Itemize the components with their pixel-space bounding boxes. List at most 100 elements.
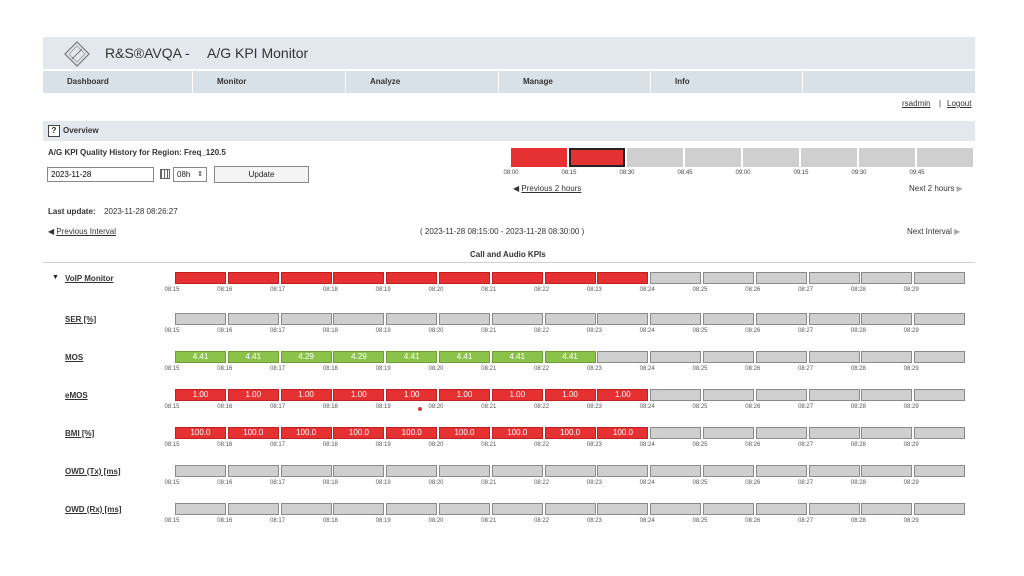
history-segment[interactable]	[859, 148, 915, 167]
kpi-bar[interactable]	[914, 351, 966, 363]
kpi-bar[interactable]	[808, 465, 860, 477]
kpi-bar[interactable]	[544, 272, 596, 284]
previous-interval-link[interactable]: ◀ Previous Interval	[48, 227, 116, 236]
kpi-bar[interactable]	[333, 465, 385, 477]
kpi-bar[interactable]	[227, 465, 279, 477]
kpi-bar[interactable]	[808, 351, 860, 363]
previous-2-hours-link[interactable]: ◀ Previous 2 hours	[513, 184, 581, 193]
kpi-bar[interactable]	[597, 351, 649, 363]
kpi-bar[interactable]	[703, 272, 754, 284]
nav-info[interactable]: Info	[651, 71, 803, 93]
kpi-bar[interactable]	[386, 465, 438, 477]
help-icon[interactable]: ?	[48, 125, 60, 137]
kpi-bar[interactable]	[333, 313, 385, 325]
kpi-bar[interactable]	[861, 465, 913, 477]
kpi-label-voip-monitor[interactable]: VoIP Monitor	[65, 274, 114, 283]
kpi-bar[interactable]	[861, 503, 913, 515]
kpi-bar[interactable]	[439, 313, 490, 325]
kpi-bar[interactable]	[175, 465, 226, 477]
history-segment[interactable]	[685, 148, 741, 167]
kpi-label-ser[interactable]: SER [%]	[65, 315, 97, 324]
kpi-bar[interactable]	[597, 465, 649, 477]
history-segment[interactable]	[801, 148, 857, 167]
kpi-bar[interactable]	[861, 313, 913, 325]
kpi-bar[interactable]	[544, 503, 596, 515]
kpi-bar[interactable]	[386, 272, 438, 284]
kpi-bar[interactable]	[914, 503, 966, 515]
kpi-label-owd-tx[interactable]: OWD (Tx) [ms]	[65, 467, 121, 476]
kpi-bar[interactable]	[597, 272, 649, 284]
kpi-bar[interactable]	[703, 427, 754, 439]
kpi-bar[interactable]	[808, 313, 860, 325]
kpi-bar[interactable]	[439, 503, 490, 515]
kpi-bar[interactable]: 1.00	[544, 389, 596, 401]
kpi-bar[interactable]	[808, 389, 860, 401]
kpi-bar[interactable]	[703, 351, 754, 363]
kpi-bar[interactable]	[280, 465, 332, 477]
kpi-bar[interactable]: 4.41	[175, 351, 226, 363]
kpi-bar[interactable]	[755, 427, 807, 439]
kpi-bar[interactable]	[861, 389, 913, 401]
kpi-bar[interactable]	[491, 313, 543, 325]
nav-manage[interactable]: Manage	[499, 71, 651, 93]
kpi-bar[interactable]	[491, 465, 543, 477]
kpi-bar[interactable]	[280, 503, 332, 515]
kpi-bar[interactable]: 1.00	[175, 389, 226, 401]
kpi-bar[interactable]	[703, 313, 754, 325]
kpi-bar[interactable]	[650, 427, 702, 439]
kpi-bar[interactable]: 4.41	[386, 351, 438, 363]
kpi-bar[interactable]	[914, 389, 966, 401]
kpi-bar[interactable]: 100.0	[491, 427, 543, 439]
kpi-bar[interactable]: 100.0	[544, 427, 596, 439]
kpi-bar[interactable]	[650, 351, 702, 363]
history-segment[interactable]	[569, 148, 625, 167]
kpi-bar[interactable]: 100.0	[386, 427, 438, 439]
kpi-bar[interactable]: 100.0	[280, 427, 332, 439]
kpi-bar[interactable]: 4.41	[227, 351, 279, 363]
kpi-bar[interactable]: 1.00	[227, 389, 279, 401]
nav-monitor[interactable]: Monitor	[193, 71, 346, 93]
user-link[interactable]: rsadmin	[902, 99, 931, 108]
kpi-bar[interactable]	[914, 427, 966, 439]
logout-link[interactable]: Logout	[947, 99, 972, 108]
kpi-bar[interactable]	[280, 313, 332, 325]
kpi-bar[interactable]	[544, 313, 596, 325]
kpi-bar[interactable]	[333, 503, 385, 515]
hour-select[interactable]: 08h ⇕	[173, 167, 207, 182]
kpi-bar[interactable]	[650, 313, 702, 325]
kpi-bar[interactable]	[703, 503, 754, 515]
kpi-bar[interactable]: 100.0	[439, 427, 490, 439]
calendar-icon[interactable]	[160, 169, 170, 179]
kpi-bar[interactable]	[227, 313, 279, 325]
date-input[interactable]	[47, 167, 154, 182]
history-segment[interactable]	[917, 148, 973, 167]
kpi-bar[interactable]	[914, 272, 966, 284]
kpi-bar[interactable]	[861, 272, 913, 284]
next-2-hours-link[interactable]: Next 2 hours ▶	[909, 184, 963, 193]
kpi-bar[interactable]: 4.29	[280, 351, 332, 363]
kpi-bar[interactable]	[333, 272, 385, 284]
nav-dashboard[interactable]: Dashboard	[43, 71, 193, 93]
kpi-bar[interactable]	[914, 313, 966, 325]
kpi-bar[interactable]: 1.00	[439, 389, 490, 401]
kpi-bar[interactable]	[650, 465, 702, 477]
kpi-bar[interactable]: 100.0	[597, 427, 649, 439]
kpi-bar[interactable]: 1.00	[333, 389, 385, 401]
kpi-bar[interactable]: 100.0	[333, 427, 385, 439]
history-segment[interactable]	[511, 148, 567, 167]
update-button[interactable]: Update	[214, 166, 309, 183]
kpi-bar[interactable]	[386, 313, 438, 325]
kpi-bar[interactable]	[386, 503, 438, 515]
kpi-bar[interactable]	[755, 389, 807, 401]
kpi-bar[interactable]: 1.00	[386, 389, 438, 401]
kpi-bar[interactable]: 4.41	[544, 351, 596, 363]
kpi-bar[interactable]	[861, 351, 913, 363]
kpi-label-mos[interactable]: MOS	[65, 353, 84, 362]
kpi-bar[interactable]	[439, 465, 490, 477]
kpi-label-bmi[interactable]: BMI [%]	[65, 429, 95, 438]
kpi-bar[interactable]	[914, 465, 966, 477]
kpi-bar[interactable]: 100.0	[227, 427, 279, 439]
kpi-bar[interactable]: 1.00	[491, 389, 543, 401]
nav-analyze[interactable]: Analyze	[346, 71, 499, 93]
kpi-bar[interactable]	[175, 313, 226, 325]
